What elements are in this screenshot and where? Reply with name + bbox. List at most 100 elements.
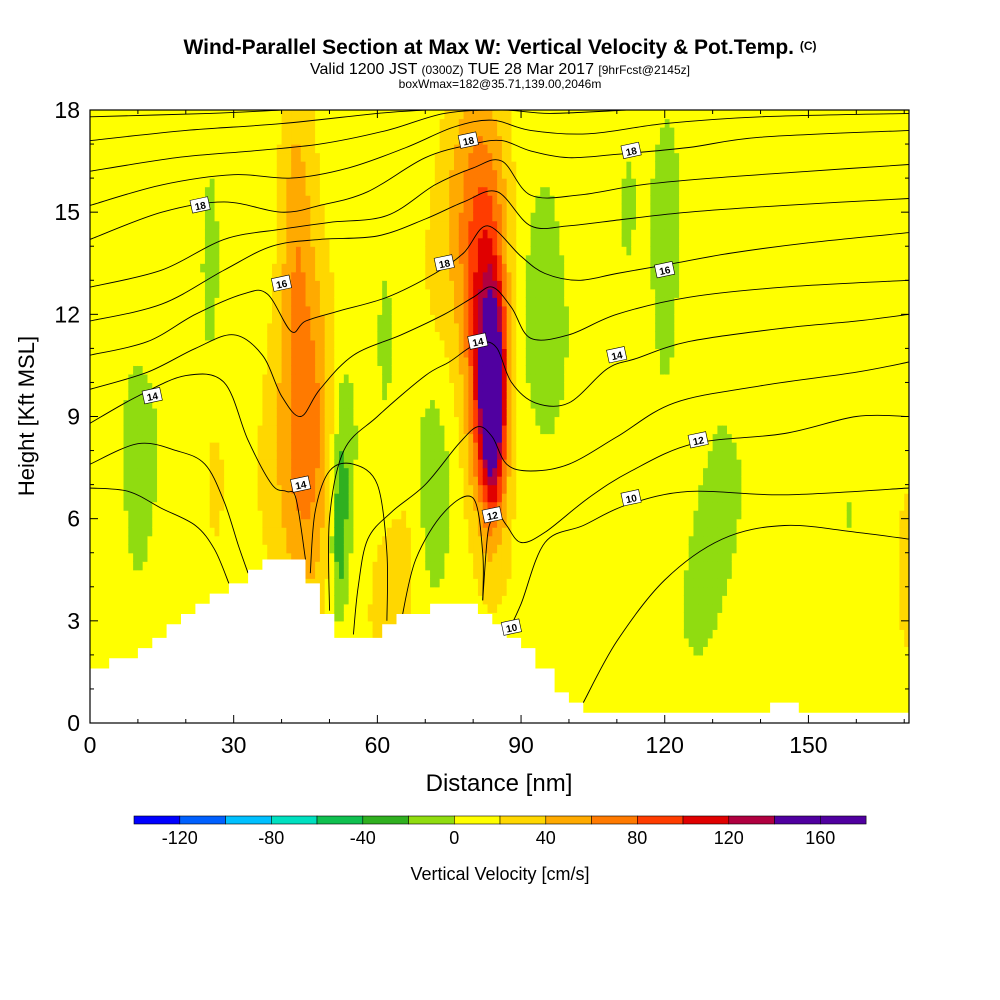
velocity-cell [113,433,120,443]
velocity-cell [300,280,307,290]
velocity-cell [233,331,240,341]
velocity-cell [291,314,297,324]
velocity-cell [243,535,249,545]
velocity-cell [329,603,335,613]
velocity-cell [363,620,369,630]
velocity-cell [94,203,101,213]
velocity-cell [358,603,364,613]
velocity-cell [152,518,158,528]
velocity-cell [243,569,249,579]
velocity-cell [200,450,206,460]
velocity-cell [415,356,422,367]
velocity-cell [181,535,187,545]
velocity-cell [137,390,144,401]
velocity-cell [291,288,297,298]
velocity-cell [133,467,139,477]
velocity-cell [200,135,206,145]
velocity-cell [343,178,350,188]
velocity-cell [118,110,125,120]
velocity-cell [358,220,364,230]
velocity-cell [386,314,393,324]
velocity-cell [171,467,177,477]
velocity-cell [367,561,374,571]
velocity-cell [415,595,422,605]
velocity-cell [286,263,292,273]
velocity-cell [324,161,331,171]
velocity-cell [286,152,292,162]
velocity-cell [324,220,331,230]
velocity-cell [109,399,115,409]
velocity-cell [214,501,220,511]
velocity-cell [329,595,335,605]
velocity-cell [113,620,120,630]
velocity-cell [343,612,350,622]
velocity-cell [157,348,163,358]
velocity-cell [415,127,422,137]
velocity-cell [367,314,374,324]
velocity-cell [343,569,350,579]
velocity-cell [94,263,101,273]
velocity-cell [353,356,359,367]
velocity-cell [248,195,254,205]
velocity-cell [185,399,192,409]
velocity-cell [401,322,407,332]
velocity-cell [305,373,311,384]
velocity-cell [233,305,240,315]
velocity-cell [190,135,196,145]
velocity-cell [219,186,225,196]
velocity-cell [315,373,321,384]
velocity-cell [363,586,369,596]
velocity-cell [382,442,388,452]
velocity-cell [267,425,273,435]
velocity-cell [185,135,192,145]
velocity-cell [128,220,134,230]
velocity-cell [343,544,350,554]
velocity-cell [181,442,187,452]
velocity-cell [181,127,187,137]
velocity-cell [339,535,345,545]
velocity-cell [142,152,149,162]
velocity-cell [319,407,326,418]
velocity-cell [324,510,331,520]
velocity-cell [406,152,412,162]
velocity-cell [185,348,192,358]
velocity-cell [300,407,307,418]
velocity-cell [118,203,125,213]
velocity-cell [401,518,407,528]
velocity-cell [185,297,192,307]
velocity-cell [109,603,115,613]
velocity-cell [104,297,110,307]
velocity-cell [190,280,196,290]
velocity-cell [128,118,134,128]
velocity-cell [99,399,105,409]
velocity-cell [272,305,278,315]
velocity-cell [113,399,120,409]
velocity-cell [224,450,230,460]
velocity-cell [181,212,187,222]
velocity-cell [118,305,125,315]
velocity-cell [252,288,259,298]
velocity-cell [128,110,134,120]
velocity-cell [363,612,369,622]
velocity-cell [185,152,192,162]
velocity-cell [243,144,249,154]
velocity-cell [195,416,201,426]
velocity-cell [358,510,364,520]
velocity-cell [248,382,254,392]
velocity-cell [224,263,230,273]
velocity-cell [181,493,187,503]
velocity-cell [305,263,311,273]
velocity-cell [382,186,388,196]
velocity-cell [377,280,383,290]
velocity-cell [276,493,283,503]
velocity-cell [238,407,244,418]
velocity-cell [248,212,254,222]
velocity-cell [295,382,302,392]
velocity-cell [157,280,163,290]
velocity-cell [181,603,187,613]
velocity-cell [382,450,388,460]
velocity-cell [339,399,345,409]
velocity-cell [391,407,398,418]
velocity-cell [363,467,369,477]
velocity-cell [319,144,326,154]
